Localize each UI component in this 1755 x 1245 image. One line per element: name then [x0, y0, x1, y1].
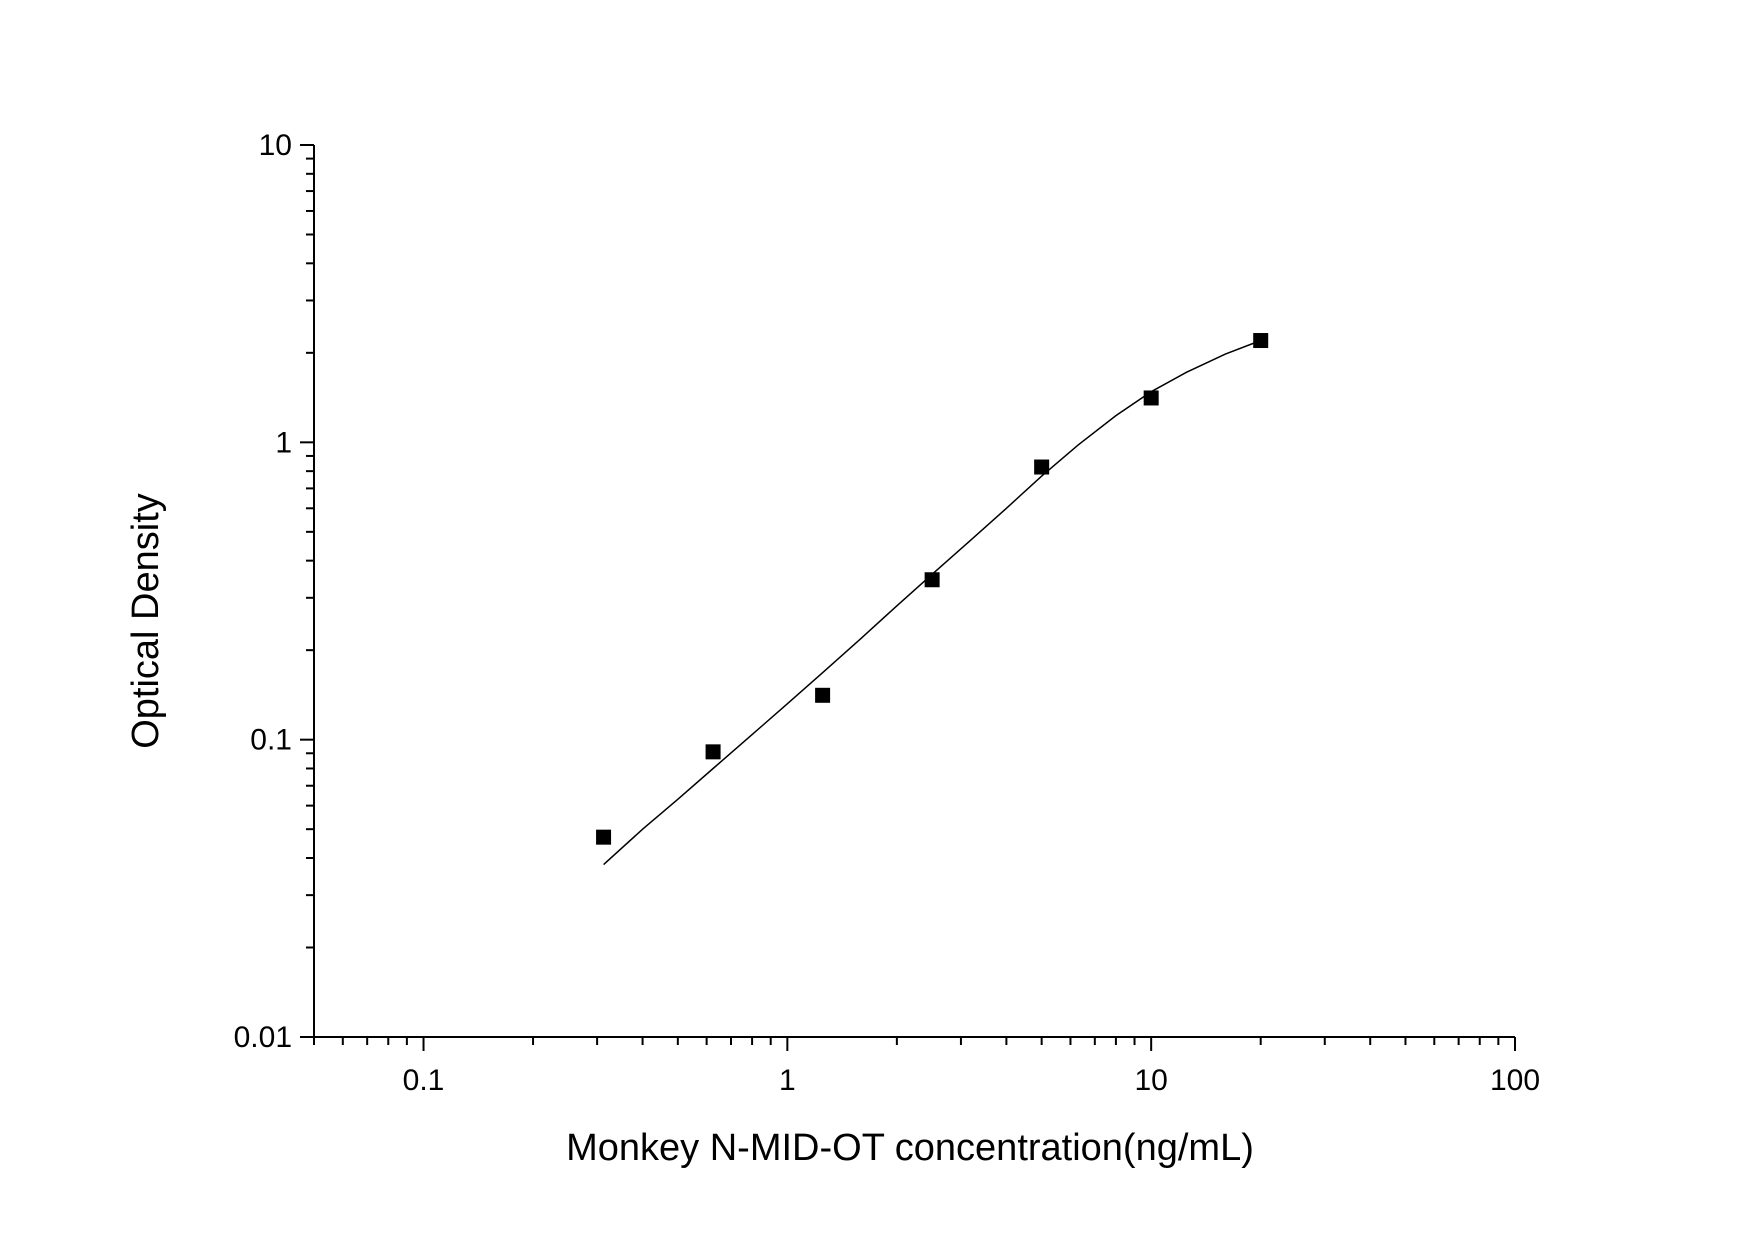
- data-point: [1143, 390, 1159, 406]
- data-point: [815, 687, 831, 703]
- fit-curve-layer: [603, 339, 1261, 866]
- y-tick-label: 1: [275, 426, 292, 459]
- data-point: [924, 572, 940, 588]
- axes: 0.1 1 10 100 0.01 0.1 1 10: [234, 129, 1540, 1097]
- data-point: [705, 744, 721, 760]
- y-axis-title: Optical Density: [125, 493, 167, 749]
- fit-curve-line: [603, 339, 1261, 866]
- y-tick-label: 10: [259, 129, 292, 162]
- data-points-layer: [596, 333, 1269, 845]
- data-point: [1034, 459, 1050, 475]
- x-tick-label: 100: [1490, 1064, 1540, 1097]
- x-tick-label: 1: [779, 1064, 796, 1097]
- x-axis-title: Monkey N-MID-OT concentration(ng/mL): [566, 1127, 1254, 1169]
- x-tick-label: 10: [1134, 1064, 1167, 1097]
- data-point: [596, 829, 612, 845]
- x-tick-label: 0.1: [403, 1064, 445, 1097]
- data-point: [1253, 333, 1269, 349]
- y-tick-label: 0.1: [250, 724, 292, 757]
- y-tick-label: 0.01: [234, 1021, 292, 1054]
